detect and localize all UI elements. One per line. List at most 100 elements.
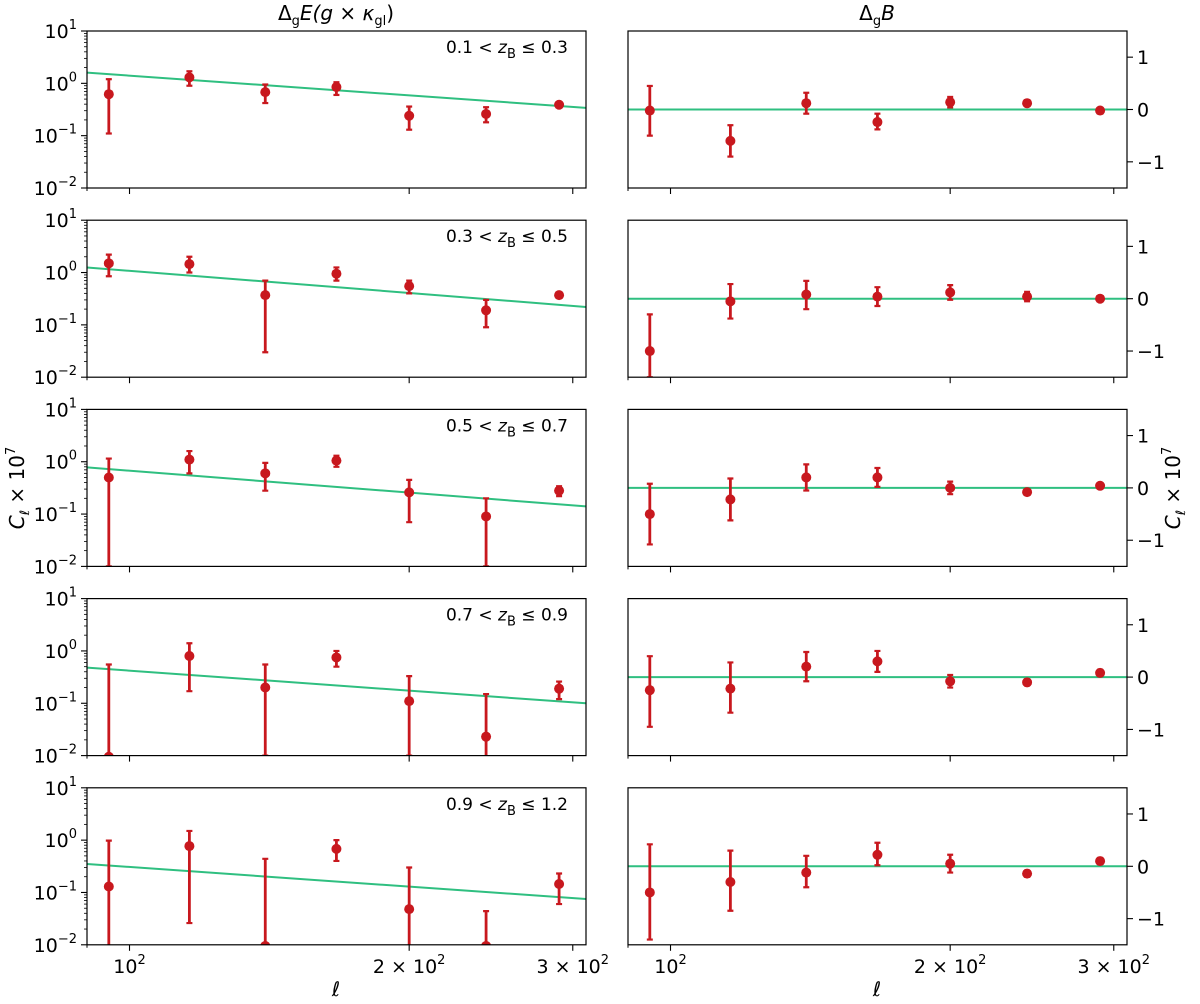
marker [1022, 291, 1033, 302]
marker [644, 509, 655, 520]
data-point-3 [872, 112, 883, 131]
axes-frame [86, 597, 587, 757]
data-point-4 [404, 279, 415, 295]
marker [331, 268, 342, 279]
marker [644, 685, 655, 696]
data-point-0 [103, 253, 114, 278]
marker [644, 346, 655, 357]
y-tick-label: 0 [1137, 478, 1149, 500]
marker [404, 110, 415, 121]
data-point-5 [481, 106, 492, 124]
marker [481, 511, 492, 522]
marker [103, 751, 114, 756]
data-point-3 [331, 649, 342, 668]
redshift-bin-label: 0.5 < zB ≤ 0.7 [446, 416, 568, 440]
panel-e-mode-row-2: 101 100 10−1 10−2 0.5 < zB ≤ 0.7 [34, 396, 587, 578]
right-column-title: ΔgB [859, 1, 895, 29]
y-tick-label: 0 [1137, 856, 1149, 878]
data-point-0 [644, 655, 655, 728]
marker [1022, 98, 1033, 109]
marker [1095, 480, 1106, 491]
data-series [103, 449, 565, 567]
marker [644, 105, 655, 116]
marker [404, 281, 415, 292]
data-point-6 [554, 485, 565, 498]
data-point-3 [331, 81, 342, 97]
y-tick-label: 10−1 [34, 879, 77, 904]
data-point-0 [644, 843, 655, 941]
marker [184, 841, 195, 852]
marker [872, 291, 883, 302]
y-tick-label: 101 [45, 207, 77, 232]
data-point-4 [945, 95, 956, 109]
data-point-3 [331, 839, 342, 863]
x-tick-label: 102 [654, 953, 686, 978]
data-point-2 [260, 83, 271, 105]
y-tick-label: 10−1 [34, 501, 77, 526]
data-point-5 [481, 497, 492, 567]
panel-b-mode-row-0: 1 0 −1 [627, 30, 1165, 194]
y-tick-label: 1 [1137, 615, 1149, 637]
x-tick-label: 2 × 102 [914, 953, 987, 978]
data-point-2 [801, 91, 812, 115]
data-point-0 [103, 663, 114, 756]
data-series [644, 84, 1106, 158]
data-point-6 [1095, 856, 1106, 867]
y-tick-label: 10−2 [34, 364, 77, 389]
marker [481, 305, 492, 316]
marker [945, 676, 956, 687]
data-point-5 [1022, 677, 1033, 688]
x-tick-label: 2 × 102 [373, 953, 446, 978]
y-tick-label: 100 [45, 827, 77, 852]
data-point-0 [644, 84, 655, 137]
marker [725, 683, 736, 694]
y-tick-label: 1 [1137, 804, 1149, 826]
marker [872, 656, 883, 667]
marker [260, 87, 271, 98]
marker [725, 296, 736, 307]
data-series [103, 829, 565, 945]
redshift-bin-label: 0.9 < zB ≤ 1.2 [446, 795, 568, 819]
data-point-2 [260, 279, 271, 354]
marker [801, 98, 812, 109]
data-point-3 [872, 649, 883, 673]
data-point-1 [184, 829, 195, 925]
marker [945, 97, 956, 108]
marker [872, 472, 883, 483]
data-point-4 [945, 480, 956, 496]
marker [554, 290, 565, 301]
marker [801, 289, 812, 300]
marker [1022, 487, 1033, 498]
x-tick-label: 3 × 102 [536, 953, 609, 978]
data-point-5 [481, 298, 492, 329]
marker [184, 259, 195, 270]
data-point-2 [260, 461, 271, 492]
data-point-3 [872, 841, 883, 867]
data-point-1 [184, 449, 195, 475]
panel-b-mode-row-2: 1 0 −1 [627, 408, 1165, 573]
data-point-4 [404, 866, 415, 945]
marker [801, 661, 812, 672]
marker [103, 89, 114, 100]
marker [404, 487, 415, 498]
axes-frame [86, 408, 587, 567]
data-point-5 [1022, 487, 1033, 498]
data-point-4 [945, 283, 956, 301]
right-y-axis-label: Cℓ × 107 [1160, 447, 1189, 530]
marker [945, 858, 956, 869]
y-tick-label: −1 [1137, 530, 1165, 552]
data-point-6 [1095, 480, 1106, 491]
data-point-2 [801, 463, 812, 492]
y-tick-label: 101 [45, 18, 77, 43]
marker [404, 904, 415, 915]
data-point-5 [1022, 868, 1033, 879]
y-tick-label: 10−1 [34, 123, 77, 148]
redshift-bin-label: 0.1 < zB ≤ 0.3 [446, 38, 568, 62]
y-tick-label: 10−2 [34, 932, 77, 957]
redshift-bin-label: 0.7 < zB ≤ 0.9 [446, 606, 568, 630]
data-point-6 [1095, 105, 1106, 116]
y-tick-label: 100 [45, 70, 77, 95]
data-point-5 [481, 692, 492, 756]
data-point-1 [184, 255, 195, 274]
y-tick-label: 100 [45, 449, 77, 474]
